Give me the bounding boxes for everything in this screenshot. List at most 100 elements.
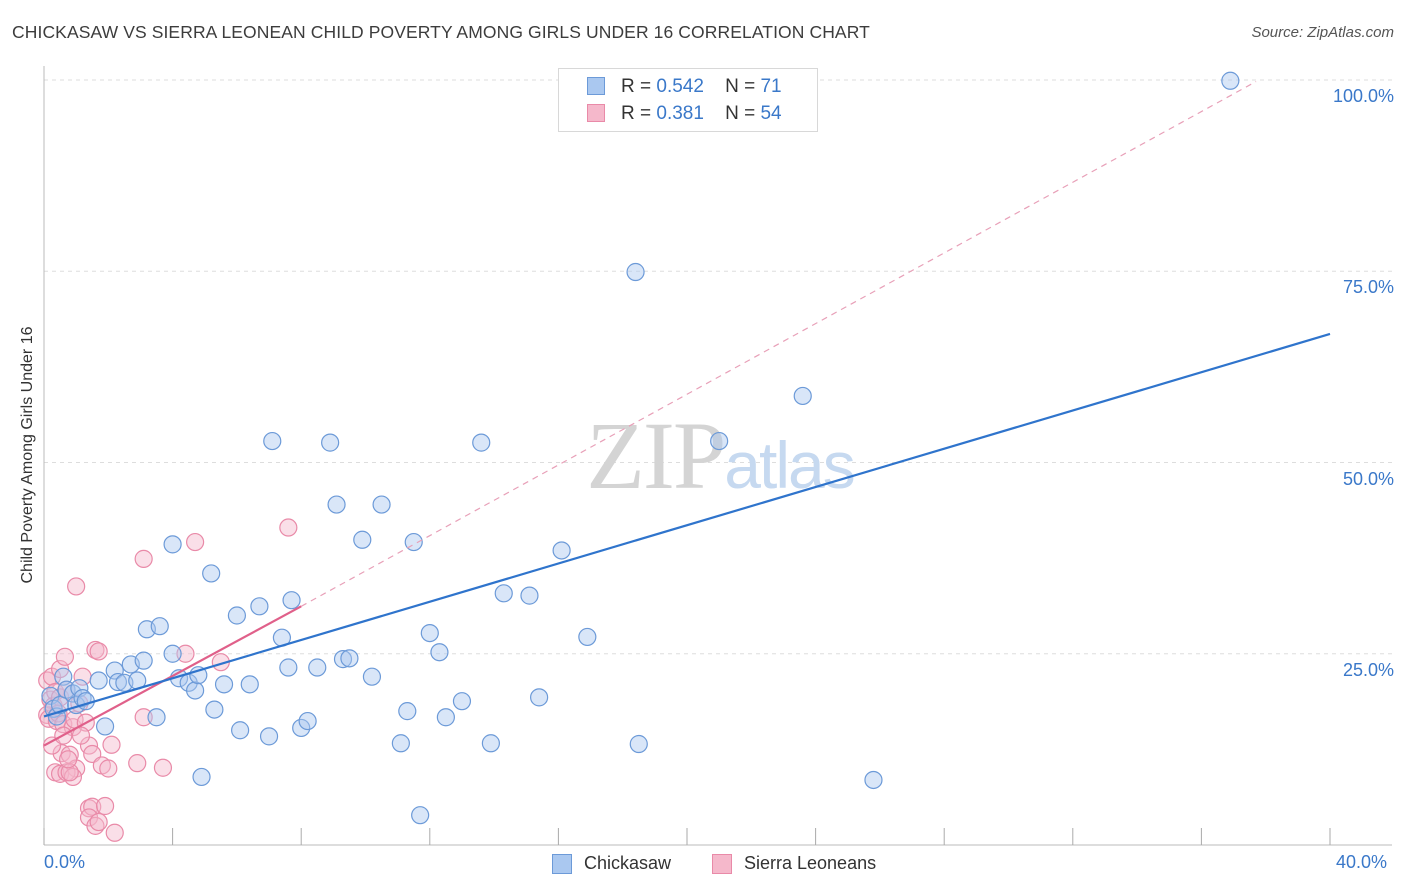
data-point (793, 386, 812, 406)
data-point (108, 672, 128, 692)
data-point (372, 495, 391, 514)
data-point (626, 262, 645, 282)
y-tick-label: 50.0% (1342, 468, 1394, 489)
legend-n-value: 54 (760, 103, 782, 124)
axes (43, 66, 1392, 846)
data-point (55, 647, 74, 666)
source-label: Source: ZipAtlas.com (1251, 24, 1394, 41)
data-point (530, 688, 549, 707)
data-point (89, 642, 108, 661)
legend-n-label: N = (725, 76, 756, 97)
data-point (153, 758, 173, 777)
data-point (263, 431, 282, 451)
data-point (50, 695, 70, 715)
data-point (420, 623, 439, 643)
data-point (214, 675, 234, 694)
data-point (83, 797, 102, 816)
legend-r-label: R = (621, 76, 652, 97)
legend-n-value: 71 (760, 76, 782, 97)
data-point (89, 671, 108, 690)
data-point (362, 667, 382, 686)
chickasaw-trend-line (43, 332, 1331, 718)
data-point (60, 763, 79, 782)
sierra-swatch (712, 854, 732, 874)
data-point (128, 754, 147, 773)
x-tick-min: 0.0% (44, 852, 86, 872)
data-point (95, 717, 115, 736)
data-point (710, 431, 729, 451)
data-point (436, 708, 455, 727)
sierra-trend-extension (300, 81, 1257, 607)
trend-lines (43, 81, 1331, 747)
data-point (73, 689, 92, 708)
data-point (340, 649, 359, 668)
data-point (89, 812, 108, 832)
data-point (240, 675, 259, 694)
data-point (227, 606, 246, 625)
data-point (59, 750, 78, 769)
data-point (333, 650, 353, 669)
data-point (192, 767, 211, 787)
data-point (279, 518, 298, 537)
data-point (134, 651, 153, 670)
data-point (282, 591, 301, 610)
data-point (95, 796, 115, 816)
data-point (552, 541, 571, 560)
data-point (578, 627, 597, 647)
y-tick-label: 75.0% (1342, 277, 1394, 298)
data-point (134, 708, 153, 727)
grid-lines (44, 79, 1392, 655)
data-point (163, 535, 182, 554)
legend-r-value: 0.381 (656, 103, 704, 124)
data-point (1221, 71, 1240, 90)
data-point (629, 734, 648, 754)
data-point (147, 708, 166, 727)
data-point (411, 806, 430, 825)
y-tick-label: 100.0% (1332, 86, 1394, 106)
data-point (353, 530, 372, 549)
data-point (99, 759, 118, 778)
bottom-legend-label: Sierra Leoneans (744, 853, 877, 873)
data-point (327, 495, 346, 514)
data-point (391, 734, 410, 753)
y-axis-label: Child Poverty Among Girls Under 16 (19, 326, 36, 584)
data-point (520, 586, 539, 605)
data-point (105, 823, 124, 842)
x-tick-max: 40.0% (1336, 852, 1388, 872)
legend-n-label: N = (725, 103, 756, 124)
data-point (134, 549, 153, 568)
bottom-legend-label: Chickasaw (584, 853, 672, 873)
watermark: ZIPatlas (586, 402, 853, 509)
legend-r-label: R = (621, 103, 652, 124)
data-point (452, 692, 472, 711)
data-point (176, 644, 195, 663)
data-point (205, 700, 224, 719)
data-point (494, 584, 513, 603)
data-point (102, 735, 121, 754)
chickasaw-swatch (552, 854, 572, 874)
data-point (298, 711, 317, 731)
correlation-legend: R = 0.542 N = 71 R = 0.381 N = 54 (558, 68, 818, 132)
data-point (202, 564, 221, 583)
sierra-trend-line (43, 605, 302, 747)
data-point (279, 658, 298, 677)
data-point (398, 702, 417, 721)
data-point (186, 532, 205, 552)
data-point (67, 577, 86, 596)
legend-r-value: 0.542 (656, 76, 704, 97)
data-point (472, 433, 491, 452)
data-point (321, 433, 340, 452)
data-point (150, 617, 169, 636)
data-point (430, 643, 449, 662)
chickasaw-swatch (587, 77, 605, 95)
data-point (250, 597, 269, 616)
y-tick-label: 25.0% (1342, 659, 1394, 680)
data-point (186, 681, 205, 700)
data-point (292, 718, 311, 738)
data-point (105, 661, 124, 680)
data-point (259, 727, 279, 746)
sierra-swatch (587, 104, 605, 122)
data-point (71, 726, 91, 745)
chart-title: CHICKASAW VS SIERRA LEONEAN CHILD POVERT… (12, 22, 870, 42)
